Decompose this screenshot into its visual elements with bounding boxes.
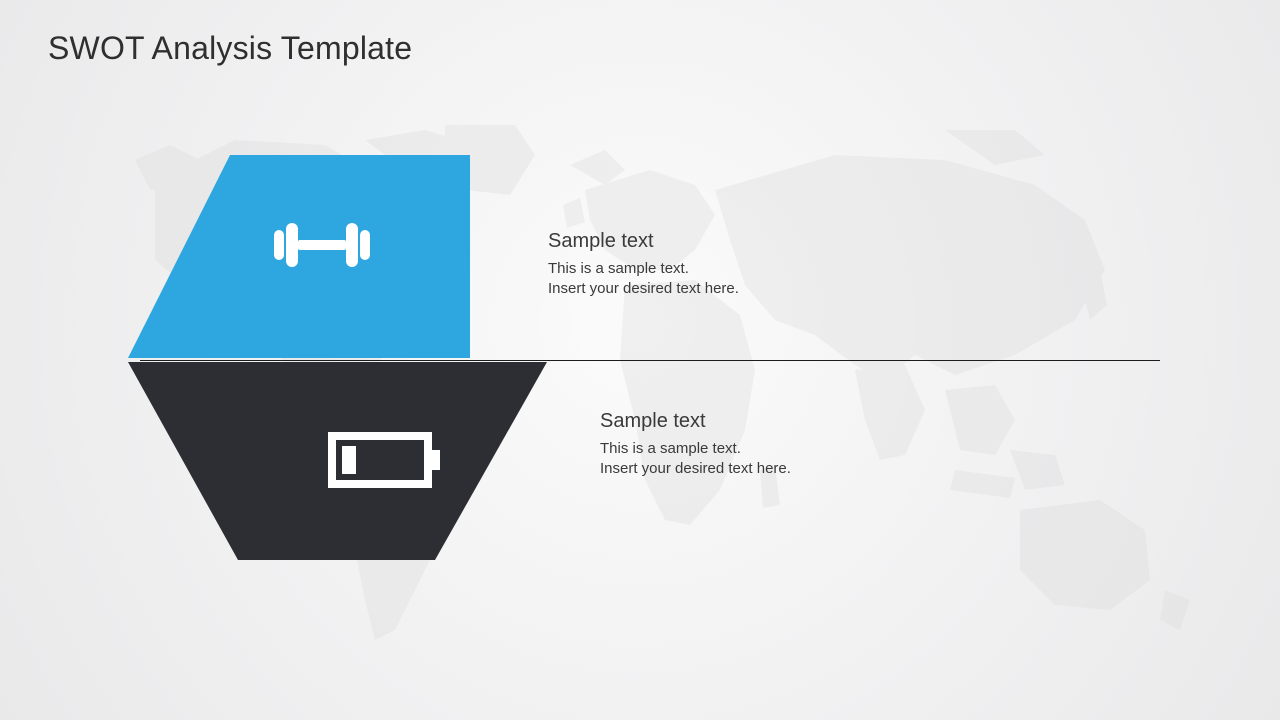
- center-divider: [140, 360, 1160, 361]
- weakness-text: Sample text This is a sample text. Inser…: [600, 410, 791, 480]
- strength-text: Sample text This is a sample text. Inser…: [548, 230, 739, 300]
- weakness-body-line2: Insert your desired text here.: [600, 459, 791, 479]
- strength-body-line1: This is a sample text.: [548, 259, 739, 279]
- dumbbell-icon: [262, 205, 382, 285]
- battery-low-icon: [322, 420, 452, 500]
- weakness-shape: [0, 0, 600, 600]
- strength-body-line2: Insert your desired text here.: [548, 279, 739, 299]
- weakness-body-line1: This is a sample text.: [600, 439, 791, 459]
- weakness-heading: Sample text: [600, 410, 791, 433]
- strength-heading: Sample text: [548, 230, 739, 253]
